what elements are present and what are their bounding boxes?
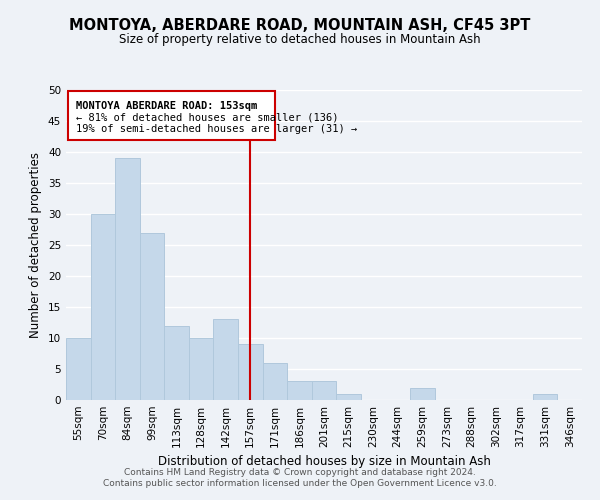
Bar xyxy=(410,388,434,400)
Text: MONTOYA, ABERDARE ROAD, MOUNTAIN ASH, CF45 3PT: MONTOYA, ABERDARE ROAD, MOUNTAIN ASH, CF… xyxy=(70,18,530,32)
Bar xyxy=(189,338,214,400)
Bar xyxy=(66,338,91,400)
Y-axis label: Number of detached properties: Number of detached properties xyxy=(29,152,43,338)
X-axis label: Distribution of detached houses by size in Mountain Ash: Distribution of detached houses by size … xyxy=(158,456,490,468)
Bar xyxy=(312,382,336,400)
Text: ← 81% of detached houses are smaller (136): ← 81% of detached houses are smaller (13… xyxy=(76,112,338,122)
Bar xyxy=(263,363,287,400)
Bar xyxy=(214,320,238,400)
Text: Size of property relative to detached houses in Mountain Ash: Size of property relative to detached ho… xyxy=(119,32,481,46)
Bar xyxy=(238,344,263,400)
Text: Contains HM Land Registry data © Crown copyright and database right 2024.
Contai: Contains HM Land Registry data © Crown c… xyxy=(103,468,497,487)
Text: MONTOYA ABERDARE ROAD: 153sqm: MONTOYA ABERDARE ROAD: 153sqm xyxy=(76,100,257,110)
FancyBboxPatch shape xyxy=(68,91,275,140)
Bar xyxy=(533,394,557,400)
Text: 19% of semi-detached houses are larger (31) →: 19% of semi-detached houses are larger (… xyxy=(76,124,358,134)
Bar xyxy=(91,214,115,400)
Bar xyxy=(164,326,189,400)
Bar xyxy=(336,394,361,400)
Bar xyxy=(115,158,140,400)
Bar xyxy=(287,382,312,400)
Bar xyxy=(140,232,164,400)
